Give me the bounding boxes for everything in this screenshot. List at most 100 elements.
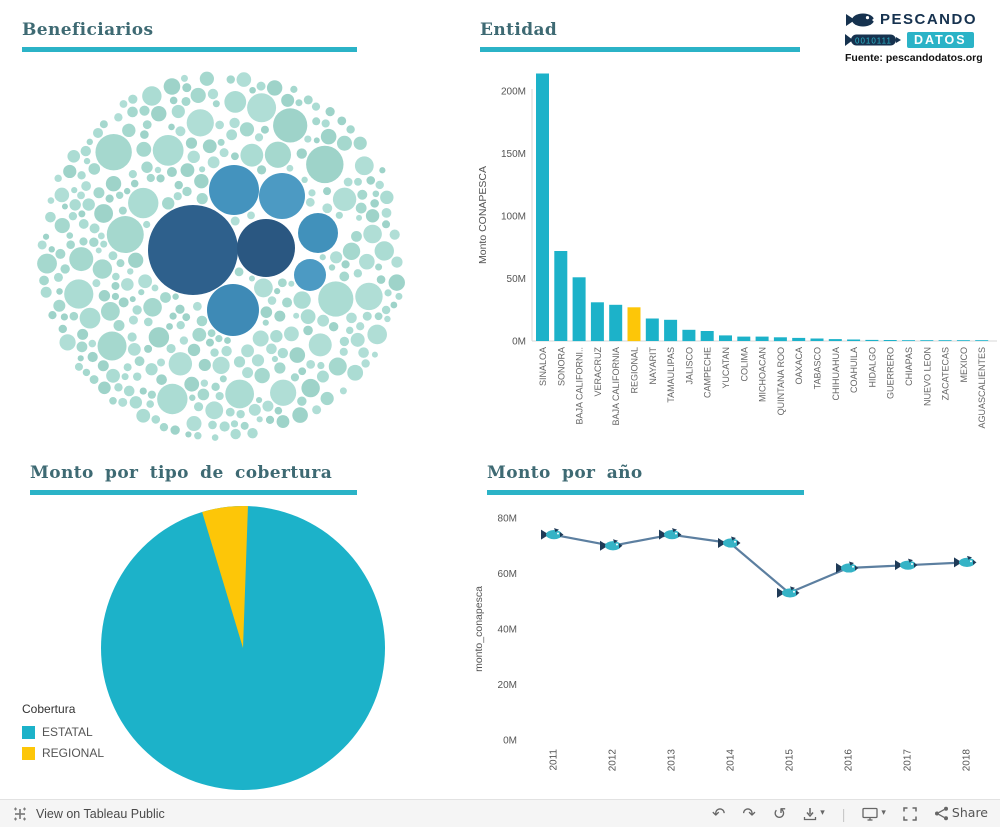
beneficiary-bubble[interactable] — [121, 373, 129, 381]
bar-chiapas[interactable] — [902, 340, 915, 341]
beneficiary-bubble[interactable] — [251, 354, 265, 367]
beneficiary-bubble[interactable] — [297, 396, 307, 406]
beneficiary-bubble[interactable] — [212, 356, 230, 375]
beneficiary-bubble[interactable] — [355, 202, 367, 214]
beneficiary-bubble[interactable] — [175, 304, 185, 314]
beneficiary-bubble[interactable] — [127, 342, 141, 356]
share-button[interactable]: Share — [934, 806, 988, 821]
beneficiary-bubble[interactable] — [59, 334, 76, 351]
beneficiary-bubble[interactable] — [105, 176, 122, 192]
beneficiary-bubble[interactable] — [230, 428, 241, 440]
beneficiary-bubble[interactable] — [225, 407, 235, 417]
beneficiary-bubble[interactable] — [284, 326, 299, 342]
beneficiary-bubble[interactable] — [146, 400, 154, 408]
beneficiary-bubble[interactable] — [293, 312, 300, 319]
beneficiary-bubble[interactable] — [145, 363, 158, 376]
beneficiary-bubble[interactable] — [354, 156, 374, 176]
beneficiary-bubble[interactable] — [128, 252, 144, 268]
beneficiary-bubble[interactable] — [357, 189, 368, 200]
beneficiary-bubble[interactable] — [74, 362, 83, 371]
bar-guerrero[interactable] — [883, 340, 897, 341]
beneficiary-bubble[interactable] — [370, 199, 379, 208]
beneficiary-bubble[interactable] — [151, 284, 159, 292]
beneficiary-bubble[interactable] — [93, 187, 105, 199]
beneficiary-bubble[interactable] — [239, 122, 255, 137]
bar-mexico[interactable] — [956, 340, 970, 341]
beneficiary-bubble[interactable] — [192, 327, 207, 342]
beneficiary-bubble[interactable] — [388, 274, 405, 291]
beneficiary-bubble[interactable] — [341, 260, 350, 269]
legend-item-estatal[interactable]: ESTATAL — [22, 725, 104, 739]
fish-marker-2016[interactable] — [836, 561, 859, 573]
beneficiary-bubble[interactable] — [63, 164, 77, 179]
beneficiary-bubble[interactable] — [53, 299, 66, 312]
beneficiary-bubble[interactable] — [230, 420, 239, 428]
beneficiary-bubble[interactable] — [242, 367, 254, 379]
beneficiary-bubble[interactable] — [290, 85, 298, 93]
beneficiary-bubble[interactable] — [182, 186, 192, 197]
bar-baja-californi-[interactable] — [572, 277, 586, 342]
beneficiary-bubble[interactable] — [254, 278, 273, 298]
beneficiary-bubble[interactable] — [281, 93, 295, 107]
beneficiary-bubble[interactable] — [215, 120, 224, 130]
beneficiary-bubble[interactable] — [111, 281, 120, 290]
beneficiary-bubble[interactable] — [180, 74, 188, 82]
bar-veracruz[interactable] — [590, 302, 604, 342]
beneficiary-bubble[interactable] — [123, 385, 135, 397]
beneficiary-bubble[interactable] — [92, 279, 101, 288]
beneficiary-bubble[interactable] — [88, 163, 101, 175]
bar-colima[interactable] — [737, 336, 751, 341]
beneficiary-bubble[interactable] — [111, 292, 120, 301]
beneficiary-bubble[interactable] — [55, 248, 66, 259]
beneficiary-bubble[interactable] — [381, 305, 391, 315]
pie-slice-regional[interactable] — [202, 506, 248, 648]
beneficiary-bubble[interactable] — [208, 420, 217, 430]
beneficiary-bubble[interactable] — [266, 343, 277, 355]
beneficiary-bubble[interactable] — [264, 141, 292, 168]
beneficiary-bubble[interactable] — [247, 93, 277, 123]
beneficiary-bubble[interactable] — [114, 383, 123, 392]
beneficiary-bubble[interactable] — [139, 105, 150, 116]
beneficiary-bubble[interactable] — [160, 292, 171, 303]
beneficiary-bubble[interactable] — [61, 203, 68, 210]
beneficiary-bubble[interactable] — [128, 315, 138, 325]
beneficiary-bubble[interactable] — [166, 343, 176, 354]
beneficiary-bubble[interactable] — [71, 187, 78, 194]
beneficiary-bubble[interactable] — [207, 156, 220, 169]
beneficiary-bubble[interactable] — [382, 220, 391, 229]
beneficiary-bubble[interactable] — [332, 187, 357, 212]
beneficiary-bubble[interactable] — [48, 246, 55, 253]
device-layout-button[interactable]: ▾ — [862, 807, 886, 821]
beneficiary-bubble[interactable] — [186, 109, 214, 137]
beneficiary-bubble[interactable] — [168, 123, 175, 131]
beneficiary-bubble[interactable] — [274, 288, 281, 295]
beneficiary-bubble[interactable] — [99, 120, 108, 129]
beneficiary-bubble[interactable] — [142, 86, 162, 106]
beneficiary-bubble[interactable] — [217, 138, 225, 146]
beneficiary-bubble[interactable] — [122, 123, 136, 138]
beneficiary-bubble[interactable] — [371, 351, 378, 358]
beneficiary-bubble[interactable] — [311, 102, 321, 111]
fish-marker-2015[interactable] — [777, 586, 800, 598]
beneficiary-bubble[interactable] — [166, 167, 177, 178]
beneficiary-bubble[interactable] — [129, 296, 136, 303]
beneficiary-bubble[interactable] — [337, 116, 347, 126]
beneficiary-bubble[interactable] — [168, 352, 193, 376]
beneficiary-bubble[interactable] — [134, 356, 145, 367]
beneficiary-bubble[interactable] — [132, 305, 142, 315]
beneficiary-bubble[interactable] — [339, 387, 347, 395]
beneficiary-bubble[interactable] — [130, 179, 139, 188]
beneficiary-bubble[interactable] — [376, 275, 386, 284]
beneficiary-bubble[interactable] — [172, 293, 179, 300]
beneficiary-bubble[interactable] — [69, 247, 94, 272]
beneficiary-bubble[interactable] — [199, 166, 206, 173]
beneficiary-bubble-highlight[interactable] — [207, 284, 259, 336]
beneficiary-bubble[interactable] — [69, 199, 81, 211]
beneficiary-bubble[interactable] — [288, 280, 295, 287]
beneficiary-bubble[interactable] — [301, 378, 320, 398]
beneficiary-bubble[interactable] — [128, 94, 138, 104]
beneficiary-bubble[interactable] — [256, 165, 267, 175]
beneficiary-bubble[interactable] — [395, 292, 403, 300]
beneficiary-bubble[interactable] — [186, 416, 202, 432]
cobertura-pie-chart[interactable] — [95, 500, 395, 800]
